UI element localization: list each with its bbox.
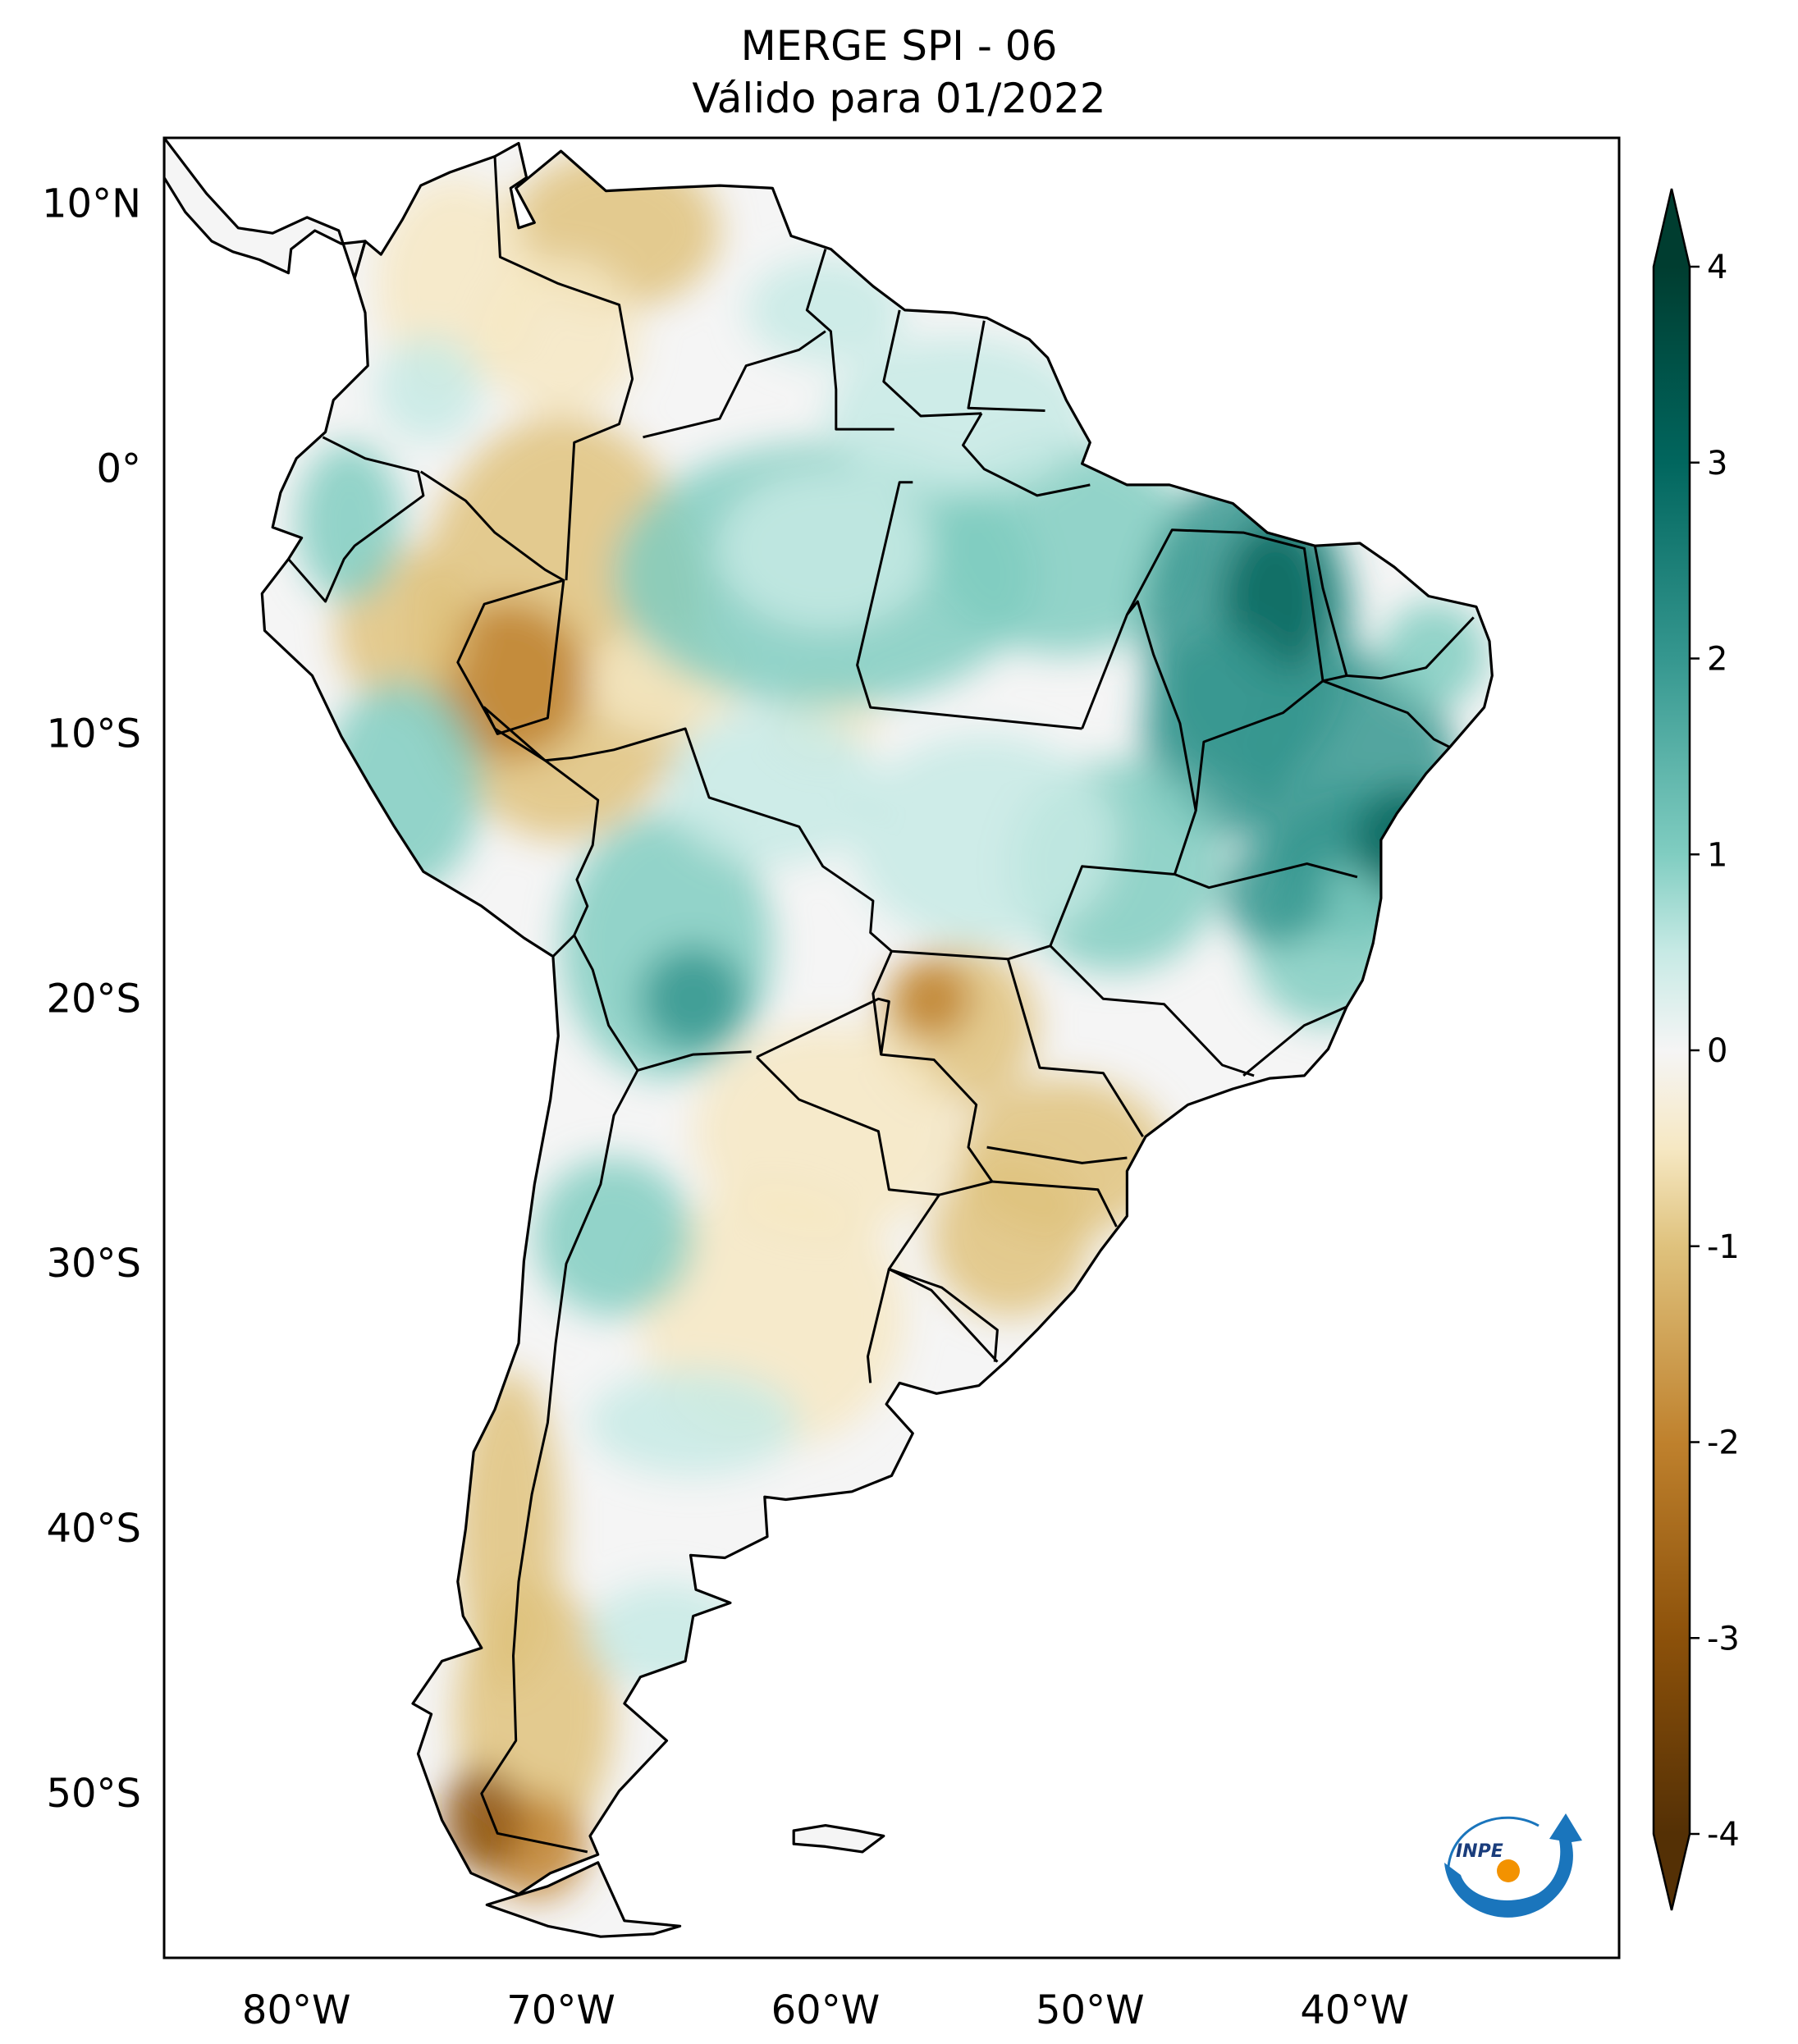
border-line [962, 413, 1091, 497]
latitude-label: 10°S [46, 711, 141, 757]
colorbar-tick-label: 2 [1707, 641, 1727, 679]
colorbar-tick-label: 1 [1707, 836, 1727, 874]
spi-anomaly-patch [666, 707, 879, 867]
spi-anomaly-patch [640, 945, 747, 1052]
border-line [856, 481, 1082, 730]
colorbar-tick-label: 0 [1707, 1032, 1727, 1070]
border-line [1242, 1005, 1347, 1077]
spi-anomaly-patch [1380, 601, 1487, 708]
border-line [991, 1180, 1118, 1228]
land-outline [260, 141, 1494, 1896]
land-outline [164, 138, 367, 280]
border-line [643, 330, 826, 439]
logo-dot-icon [1497, 1859, 1520, 1882]
border-line [287, 436, 425, 603]
spi-anomaly-patch [587, 1370, 799, 1476]
spi-anomaly-patch [825, 336, 1091, 496]
logo-swoosh-icon [1444, 1813, 1582, 1918]
colorbar-tick-label: -2 [1707, 1424, 1740, 1462]
border-line [1321, 674, 1451, 748]
border-line [867, 1269, 890, 1383]
border-line [756, 997, 890, 1059]
spi-anomaly-patch [587, 1581, 747, 1688]
latitude-label: 0° [96, 446, 141, 492]
border-line [967, 320, 1045, 412]
colorbar-extend-min [1654, 1834, 1690, 1910]
latitude-label: 50°S [46, 1771, 141, 1817]
spi-anomaly-patch [375, 336, 482, 443]
spi-anomaly-patch [891, 958, 972, 1039]
spi-anomaly-patch [375, 177, 535, 390]
border-line [805, 249, 894, 431]
border-line [1174, 862, 1358, 889]
longitude-label: 40°W [1300, 1987, 1409, 2033]
map-title-line1: MERGE SPI - 06 [740, 22, 1058, 70]
colorbar-ramp [1654, 267, 1690, 1834]
colorbar-tick-label: 4 [1707, 249, 1727, 286]
spi-anomaly-patch [296, 442, 403, 601]
border-line [986, 1145, 1128, 1164]
longitude-labels: 80°W 70°W 60°W 50°W 40°W [242, 1987, 1409, 2033]
land-outline [485, 1861, 682, 1938]
latitude-label: 40°S [46, 1506, 141, 1552]
border-line [1006, 958, 1144, 1137]
colorbar-tick-label: 3 [1707, 445, 1727, 482]
longitude-label: 80°W [242, 1987, 351, 2033]
spi-field [164, 138, 1493, 1937]
spi-anomaly-patch [323, 680, 482, 894]
latitude-label: 30°S [46, 1241, 141, 1287]
coastline [164, 138, 1494, 1938]
map-frame [162, 136, 1621, 1959]
latitude-label: 20°S [46, 976, 141, 1022]
spi-anomaly-patch [931, 442, 1196, 655]
border-line [1126, 528, 1324, 812]
spi-anomaly-patch [1354, 786, 1461, 894]
longitude-label: 60°W [771, 1987, 881, 2033]
map-area [164, 138, 1494, 1938]
border-line [480, 935, 639, 1854]
colorbar-extend-max [1654, 189, 1690, 267]
spi-anomaly-patch [852, 734, 1117, 946]
colorbar-tick-label: -4 [1707, 1816, 1740, 1854]
border-line [1049, 944, 1255, 1077]
latitude-label: 10°N [42, 181, 141, 227]
border-line [483, 580, 999, 1363]
spi-anomaly-patch [719, 469, 931, 629]
inpe-logo: INPE [1444, 1813, 1582, 1918]
logo-orbit-arc [1447, 1816, 1540, 1868]
spi-anomaly-patch [746, 257, 905, 364]
political-borders [287, 156, 1475, 1854]
border-line [888, 1268, 999, 1362]
spi-anomaly-patch [693, 1025, 958, 1237]
spi-anomaly-patch [534, 1157, 693, 1317]
logo-text: INPE [1456, 1841, 1503, 1862]
map-title-line2: Válido para 01/2022 [692, 75, 1106, 122]
border-line [1313, 545, 1475, 680]
colorbar: 4 3 2 1 0 -1 -2 -3 -4 [1652, 188, 1740, 1911]
land-outline [792, 1824, 885, 1854]
latitude-labels: 10°N 0° 10°S 20°S 30°S 40°S 50°S [42, 181, 141, 1817]
longitude-label: 50°W [1036, 1987, 1145, 2033]
spi-anomaly-patch [1222, 839, 1329, 946]
longitude-label: 70°W [506, 1987, 615, 2033]
border-line [756, 1056, 940, 1196]
border-line [493, 156, 634, 581]
border-line [637, 1050, 752, 1072]
border-line [882, 309, 982, 418]
spi-anomaly-patch [931, 1157, 1091, 1317]
colorbar-tick-label: -3 [1707, 1620, 1740, 1658]
colorbar-tick-label: -1 [1707, 1228, 1740, 1266]
spi-anomaly-patch [441, 1767, 522, 1873]
